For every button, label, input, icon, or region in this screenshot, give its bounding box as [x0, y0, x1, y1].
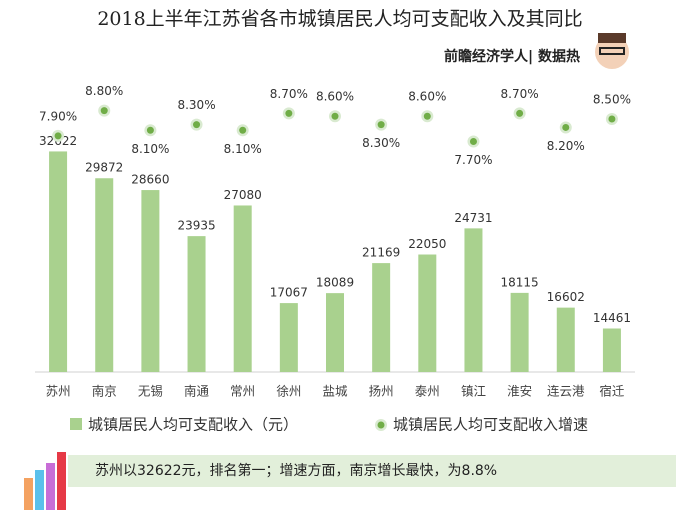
dot-value-label: 7.70%	[454, 153, 492, 167]
bar	[556, 307, 575, 372]
dot	[608, 115, 616, 123]
dot-value-label: 8.70%	[501, 87, 539, 101]
x-tick-label: 无锡	[138, 384, 163, 399]
bar-value-label: 24731	[454, 211, 492, 225]
dot	[562, 123, 570, 131]
bar-value-label: 28660	[131, 173, 169, 187]
dot-value-label: 8.50%	[593, 93, 631, 107]
dot-value-label: 8.10%	[224, 142, 262, 156]
dot	[285, 109, 293, 117]
legend-swatch	[70, 418, 82, 430]
dot	[423, 112, 431, 120]
dot	[239, 126, 247, 134]
x-tick-label: 泰州	[415, 384, 440, 399]
bar-value-label: 27080	[224, 188, 262, 202]
bar-value-label: 21169	[362, 246, 400, 260]
legend-dot	[377, 421, 385, 429]
dot-value-label: 7.90%	[39, 109, 77, 123]
legend-label: 城镇居民人均可支配收入（元）	[88, 416, 298, 434]
x-tick-label: 扬州	[369, 384, 394, 399]
dot	[193, 121, 201, 129]
dot	[100, 107, 108, 115]
bar	[326, 293, 344, 372]
bar	[233, 205, 252, 372]
dot	[516, 109, 524, 117]
note: 苏州以32622元，排名第一；增速方面，南京增长最快，为8.8%	[95, 462, 497, 479]
bar-value-label: 17067	[270, 286, 308, 300]
bar-value-label: 16602	[547, 290, 585, 304]
deco-bars	[24, 452, 66, 510]
note-box	[68, 455, 676, 487]
dot	[54, 132, 62, 140]
bar	[141, 190, 160, 372]
x-tick-label: 镇江	[461, 384, 486, 399]
bar	[279, 303, 298, 372]
dot-value-label: 8.80%	[85, 84, 123, 98]
dot-value-label: 8.20%	[547, 139, 585, 153]
dot-value-label: 8.30%	[177, 98, 215, 112]
bar-value-label: 18089	[316, 276, 354, 290]
dot-value-label: 8.10%	[131, 142, 169, 156]
dot	[469, 138, 477, 146]
x-tick-label: 宿迁	[599, 384, 625, 399]
bar-value-label: 14461	[593, 311, 631, 325]
x-tick-label: 常州	[230, 384, 255, 399]
bar	[187, 236, 206, 372]
bar	[464, 228, 483, 372]
x-tick-label: 南通	[184, 384, 210, 399]
avatar	[595, 33, 629, 69]
bar-value-label: 23935	[177, 219, 215, 233]
bar-value-label: 18115	[501, 275, 539, 289]
chart-subtitle: 前瞻经济学人| 数据热	[444, 48, 580, 65]
chart-title: 2018上半年江苏省各市城镇居民人均可支配收入及其同比	[97, 8, 582, 30]
dot	[331, 112, 339, 120]
bar	[602, 328, 621, 372]
bar-value-label: 29872	[85, 161, 123, 175]
x-tick-label: 徐州	[276, 384, 301, 399]
x-tick-label: 盐城	[322, 384, 348, 399]
dot-value-label: 8.30%	[362, 136, 400, 150]
x-tick-label: 南京	[92, 384, 117, 399]
dot	[146, 126, 154, 134]
bar-value-label: 22050	[408, 237, 446, 251]
bar	[49, 151, 68, 372]
bar	[510, 292, 529, 372]
bar	[418, 254, 437, 372]
bar	[372, 263, 391, 372]
dot-value-label: 8.60%	[316, 90, 354, 104]
dot-value-label: 8.70%	[270, 87, 308, 101]
x-tick-label: 淮安	[507, 384, 532, 399]
bar	[95, 178, 114, 372]
dot-value-label: 8.60%	[408, 90, 446, 104]
legend-label: 城镇居民人均可支配收入增速	[393, 416, 588, 434]
x-tick-label: 苏州	[46, 384, 71, 399]
x-tick-label: 连云港	[547, 384, 585, 399]
dot	[377, 121, 385, 129]
